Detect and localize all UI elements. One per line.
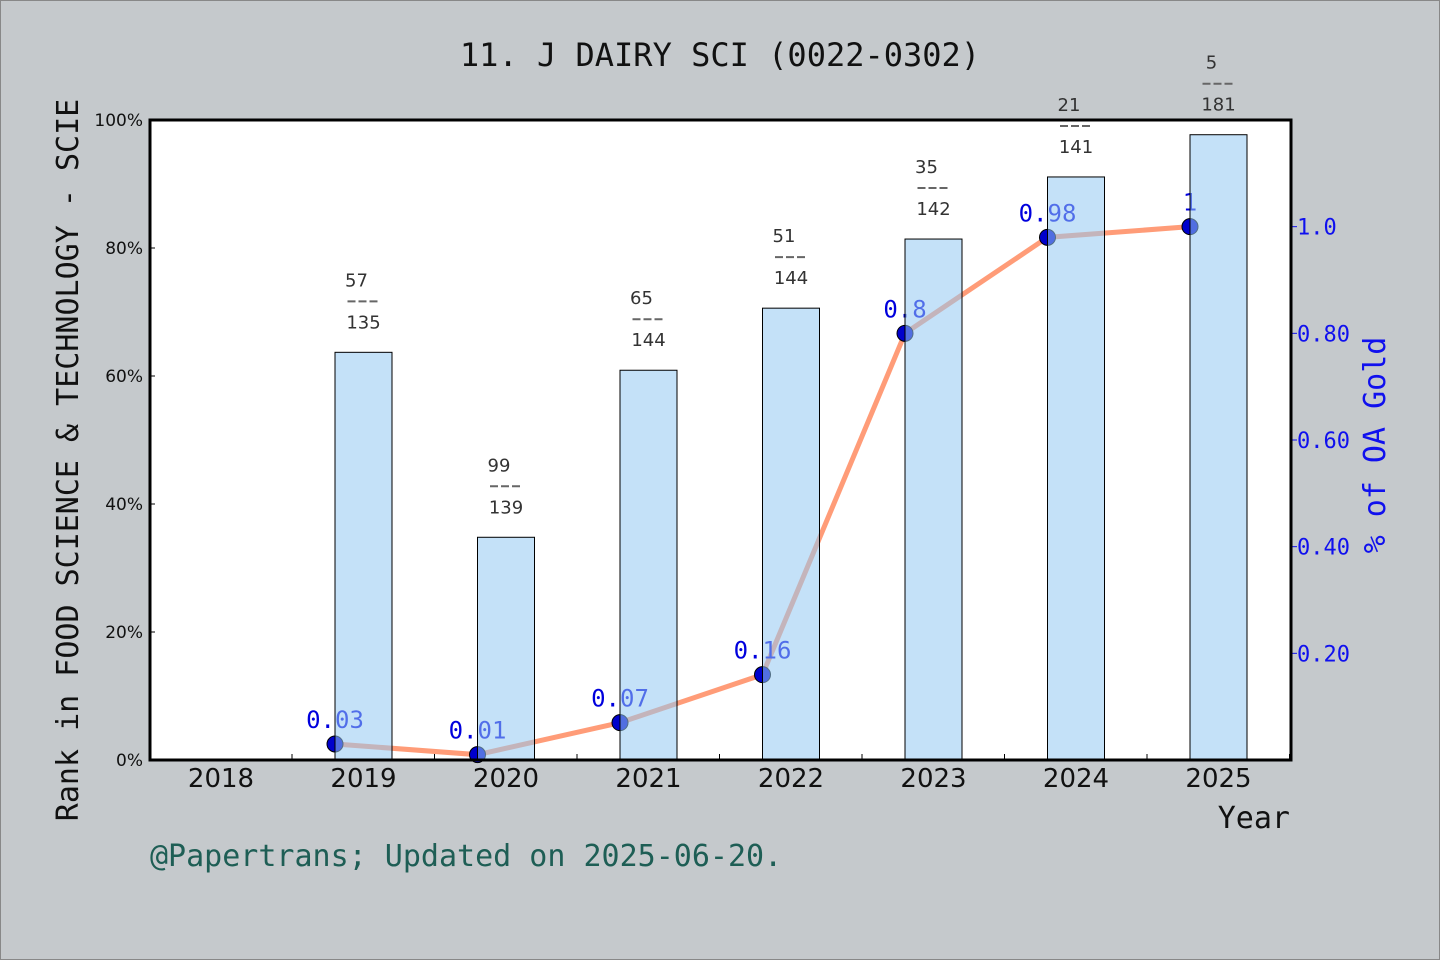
y2-tick-label: 1.0 — [1297, 216, 1337, 241]
rank-numerator: 65 — [630, 288, 653, 309]
y2-tick-label: 0.60 — [1297, 429, 1350, 454]
rank-denominator: 144 — [631, 330, 665, 351]
x-tick-label: 2025 — [1185, 764, 1251, 794]
y-tick-label: 100% — [94, 111, 143, 131]
rank-bar — [762, 307, 820, 761]
rank-numerator: 99 — [488, 455, 511, 476]
rank-bar — [904, 238, 963, 761]
rank-denominator: 141 — [1059, 137, 1093, 158]
x-tick-label: 2020 — [473, 764, 539, 794]
rank-denominator: 135 — [346, 312, 380, 333]
footer-note: @Papertrans; Updated on 2025-06-20. — [150, 839, 782, 874]
y2-tick-label: 0.80 — [1297, 322, 1350, 347]
y2-axis-label: % of OA Gold — [1358, 337, 1393, 554]
x-tick-label: 2024 — [1043, 764, 1109, 794]
plot-border — [148, 118, 1293, 762]
rank-bar — [619, 369, 678, 761]
plot-area — [150, 120, 1291, 760]
bar-layer: 57 135 99 139 65 144 51 144 35 142 21 141 5 181 — [334, 53, 1248, 761]
y2-tick-label: 0.40 — [1297, 536, 1350, 561]
x-tick-label: 2022 — [758, 764, 824, 794]
y-tick-label: 40% — [105, 495, 143, 515]
y-tick-label: 0% — [116, 751, 143, 771]
y-tick-label: 20% — [105, 623, 143, 643]
rank-numerator: 21 — [1058, 95, 1081, 116]
rank-bar — [334, 351, 393, 761]
rank-bar — [1189, 134, 1248, 761]
axis-layer: 2018 2019 2020 2021 2022 2023 2024 2025 0% 20% 40%… — [94, 111, 1350, 794]
rank-numerator: 51 — [773, 226, 796, 247]
rank-bar — [477, 536, 535, 761]
rank-denominator: 142 — [916, 199, 950, 220]
rank-numerator: 57 — [345, 270, 368, 291]
y-tick-label: 60% — [105, 367, 143, 387]
rank-numerator: 35 — [915, 157, 938, 178]
y2-tick-label: 0.20 — [1297, 642, 1350, 667]
rank-denominator: 181 — [1201, 95, 1235, 116]
y-tick-label: 80% — [105, 239, 143, 259]
x-tick-label: 2018 — [188, 764, 254, 794]
rank-denominator: 139 — [489, 497, 523, 518]
rank-numerator: 5 — [1206, 53, 1217, 74]
rank-denominator: 144 — [774, 268, 808, 289]
chart-title: 11. J DAIRY SCI (0022-0302) — [460, 36, 980, 74]
rank-bar — [1047, 176, 1105, 761]
x-tick-label: 2023 — [900, 764, 966, 794]
x-tick-label: 2019 — [330, 764, 396, 794]
x-axis-label: Year — [1218, 801, 1290, 836]
x-tick-label: 2021 — [615, 764, 681, 794]
y-axis-label: Rank in FOOD SCIENCE & TECHNOLOGY - SCIE — [51, 99, 86, 821]
